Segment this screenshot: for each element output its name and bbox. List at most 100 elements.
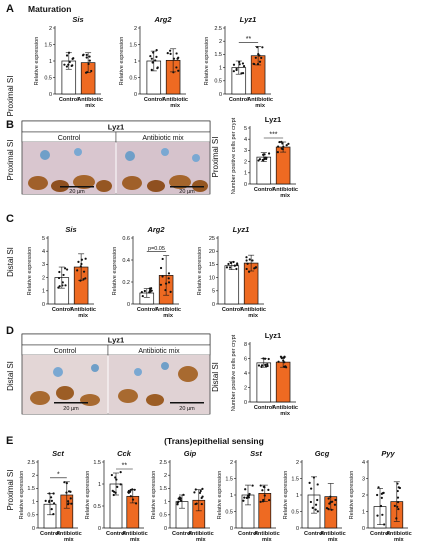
stain-label-b: Lyz1 xyxy=(108,123,124,132)
e-sst-point-control xyxy=(251,484,254,487)
c-sis-point-control xyxy=(64,284,67,287)
a-arg2-ytick-label: 0.5 xyxy=(129,75,137,81)
e-sst-point-control xyxy=(248,494,251,497)
e-pyy-point-control xyxy=(376,493,379,497)
e-pyy-xlabel-antibiotic: Antibiotic xyxy=(386,531,412,537)
a-sis-ytick-label: 0.5 xyxy=(44,75,52,81)
a-sis-ytick-label: 2 xyxy=(49,26,52,32)
c-sis-point-antibiotic xyxy=(80,258,84,261)
e-cck-sig-label: ** xyxy=(122,463,128,470)
row-label-b-chart: Proximal SI xyxy=(211,137,220,178)
e-cck-point-antibiotic xyxy=(131,498,135,501)
c-arg2-point-control xyxy=(140,290,143,294)
e-cck-point-control xyxy=(119,471,122,474)
a-arg2-point-antibiotic xyxy=(169,52,172,55)
e-gip-ylabel: Relative expression xyxy=(151,471,157,520)
c-sis-point-antibiotic xyxy=(84,257,87,260)
b-lyz1-ytick-label: 0 xyxy=(244,182,247,188)
a-lyz1-point-control xyxy=(238,63,241,66)
panel-letter-b: B xyxy=(6,119,14,131)
e-sct-ytick-label: 0.5 xyxy=(27,513,35,519)
e-gcg-point-antibiotic xyxy=(328,502,331,505)
b-lyz1-xlabel-control: Control xyxy=(254,187,274,193)
scalebar-b2: 20 µm xyxy=(179,189,195,195)
c-sis-point-antibiotic xyxy=(82,278,85,281)
scalebar-b1: 20 µm xyxy=(69,189,85,195)
b-lyz1-point-antibiotic xyxy=(281,142,284,145)
d-lyz1-point-control xyxy=(266,364,269,368)
c-lyz1-point-control xyxy=(229,261,232,264)
c-lyz1-point-control xyxy=(232,260,235,264)
cond-antibiotic-d: Antibiotic mix xyxy=(138,348,180,355)
c-sis-point-control xyxy=(63,267,67,270)
e-cck-point-control xyxy=(110,473,113,477)
e-pyy-point-control xyxy=(376,514,379,517)
a-arg2-ytick-label: 1 xyxy=(134,59,137,65)
e-gcg-point-antibiotic xyxy=(329,495,332,498)
e-sct-point-antibiotic xyxy=(63,481,66,484)
c-lyz1-point-antibiotic xyxy=(245,267,248,271)
a-sis-point-antibiotic xyxy=(85,56,88,59)
c-sis-xlabel-control: Control xyxy=(52,307,72,313)
d-lyz1-point-control xyxy=(257,364,261,367)
e-gip-point-antibiotic xyxy=(200,502,203,506)
cond-antibiotic-b: Antibiotic mix xyxy=(142,135,184,142)
e-gip-point-antibiotic xyxy=(201,495,204,498)
stain-label-d: Lyz1 xyxy=(108,336,124,345)
e-gcg-ylabel: Relative expression xyxy=(283,471,289,520)
e-cck-ytick-label: 0.5 xyxy=(93,504,101,510)
c-lyz1-point-antibiotic xyxy=(254,266,257,269)
c-arg2-point-antibiotic xyxy=(159,283,163,286)
a-lyz1-ytick-label: 0.5 xyxy=(214,79,222,85)
a-lyz1-point-control xyxy=(238,60,241,64)
a-sis-ytick-label: 1 xyxy=(49,59,52,65)
a-sis-title: Sis xyxy=(72,15,83,24)
b-lyz1-title: Lyz1 xyxy=(265,115,281,124)
e-pyy-ylabel: Relative expression xyxy=(349,471,355,520)
panel-e-title: (Trans)epithelial sensing xyxy=(164,436,264,446)
a-sis-ytick-label: 0 xyxy=(49,92,52,98)
cond-control-d: Control xyxy=(54,348,77,355)
e-gip-point-control xyxy=(179,499,183,502)
c-arg2-point-control xyxy=(143,289,146,293)
c-sis-point-antibiotic xyxy=(76,269,79,272)
e-sct-point-antibiotic xyxy=(67,500,70,503)
b-lyz1-ytick-label: 4 xyxy=(244,137,247,143)
c-arg2-point-antibiotic xyxy=(164,282,168,285)
e-sst-ytick-label: 0.5 xyxy=(225,509,233,515)
crypt-stains-b xyxy=(28,148,208,192)
b-lyz1-ylabel: Number positive cells per crypt xyxy=(231,117,237,194)
a-sis-ytick-label: 1.5 xyxy=(44,42,52,48)
d-lyz1-xlabel-antibiotic: Antibiotic xyxy=(272,405,298,411)
c-arg2-point-control xyxy=(141,294,144,298)
e-sst-ytick-label: 0 xyxy=(230,526,233,532)
e-sct-xlabel-mix: mix xyxy=(64,537,75,543)
e-sct-point-antibiotic xyxy=(65,482,68,485)
e-pyy-xlabel-mix: mix xyxy=(394,537,405,543)
panel-a-title: Maturation xyxy=(28,4,71,14)
e-gcg-xlabel-antibiotic: Antibiotic xyxy=(320,531,346,537)
e-cck-ytick-label: 1.5 xyxy=(93,460,101,466)
c-sis-ytick-label: 5 xyxy=(42,236,45,242)
a-lyz1-ytick-label: 0 xyxy=(219,92,222,98)
c-lyz1-xlabel-antibiotic: Antibiotic xyxy=(240,307,266,313)
c-lyz1-ytick-label: 5 xyxy=(212,289,215,295)
e-sst-point-antibiotic xyxy=(259,500,262,503)
e-cck-point-antibiotic xyxy=(127,491,130,494)
row-label-a: Proximal SI xyxy=(6,76,15,117)
d-lyz1-ylabel: Number positive cells per crypt xyxy=(231,334,237,411)
panel-e-charts: Sct Relative expression 0 0.5 1 1.5 2 2.5 * Contr… xyxy=(19,449,412,543)
panel-d-chart: Lyz1 Number positive cells per crypt 0 2 4 6 8… xyxy=(231,331,298,417)
e-gip-title: Gip xyxy=(184,449,197,458)
e-pyy-point-antibiotic xyxy=(396,505,399,508)
micrograph-d: Lyz1 Control Antibiotic mix 20 µm 20 µm xyxy=(21,333,211,415)
a-sis-point-antibiotic xyxy=(82,53,85,56)
a-lyz1-point-antibiotic xyxy=(254,56,257,59)
c-sis-ytick-label: 0 xyxy=(42,302,45,308)
e-sst-xlabel-control: Control xyxy=(238,531,258,537)
d-lyz1-bar-control xyxy=(256,362,272,403)
e-gip-point-antibiotic xyxy=(199,489,202,493)
c-sis-point-antibiotic xyxy=(84,277,87,280)
d-lyz1-point-control xyxy=(264,363,267,366)
